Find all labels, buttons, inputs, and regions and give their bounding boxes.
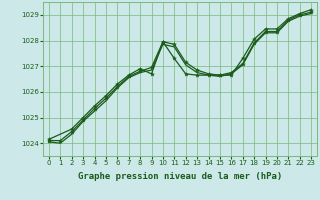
X-axis label: Graphe pression niveau de la mer (hPa): Graphe pression niveau de la mer (hPa) (78, 172, 282, 181)
